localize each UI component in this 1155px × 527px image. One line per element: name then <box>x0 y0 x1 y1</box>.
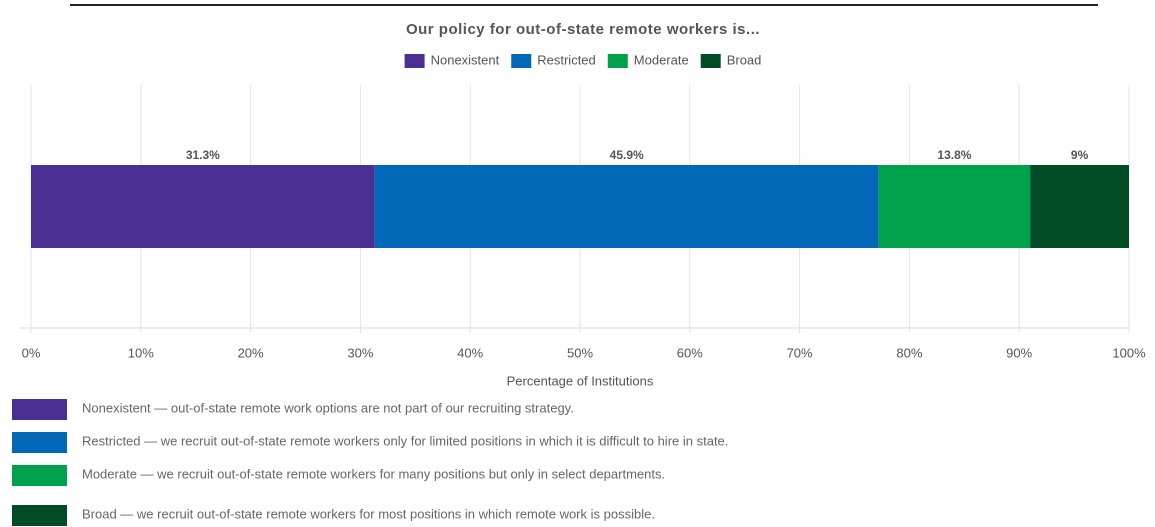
x-tick-label: 40% <box>457 345 483 360</box>
description-swatch <box>12 465 67 486</box>
legend-label: Nonexistent <box>431 52 500 67</box>
value-label: 45.9% <box>610 148 644 162</box>
x-tick-label: 0% <box>22 345 41 360</box>
chart-title: Our policy for out-of-state remote worke… <box>406 21 760 38</box>
description-text: Nonexistent — out-of-state remote work o… <box>82 400 574 415</box>
x-tick-label: 70% <box>787 345 813 360</box>
value-label: 9% <box>1071 148 1089 162</box>
value-label: 31.3% <box>186 148 220 162</box>
legend-swatch <box>607 54 628 68</box>
x-tick-label: 80% <box>896 345 922 360</box>
legend-swatch <box>404 54 425 68</box>
description-text: Restricted — we recruit out-of-state rem… <box>82 433 728 448</box>
bar-segment <box>374 165 879 248</box>
legend-label: Broad <box>727 52 762 67</box>
value-label: 13.8% <box>937 148 971 162</box>
legend-swatch <box>700 54 721 68</box>
x-tick-label: 30% <box>347 345 373 360</box>
legend-swatch <box>511 54 532 68</box>
bar-segment <box>31 165 375 248</box>
description-swatch <box>12 432 67 453</box>
x-tick-label: 100% <box>1112 345 1146 360</box>
legend-label: Restricted <box>537 52 596 67</box>
x-tick-label: 60% <box>677 345 703 360</box>
x-tick-label: 50% <box>567 345 593 360</box>
x-tick-label: 90% <box>1006 345 1032 360</box>
description-text: Broad — we recruit out-of-state remote w… <box>82 506 655 521</box>
bar-segment <box>1030 165 1129 248</box>
x-tick-label: 20% <box>238 345 264 360</box>
x-tick-label: 10% <box>128 345 154 360</box>
x-axis-label: Percentage of Institutions <box>507 373 654 388</box>
description-swatch <box>12 505 67 526</box>
description-swatch <box>12 399 67 420</box>
description-text: Moderate — we recruit out-of-state remot… <box>82 466 665 481</box>
legend-label: Moderate <box>634 52 689 67</box>
bar-segment <box>878 165 1031 248</box>
